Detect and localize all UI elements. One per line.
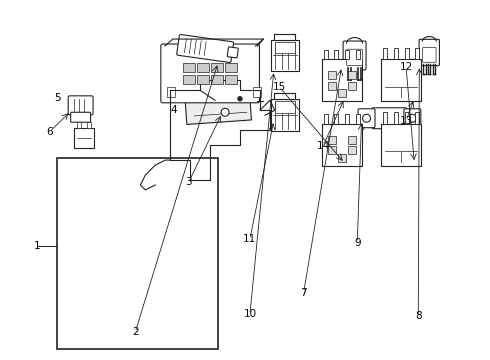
FancyBboxPatch shape <box>419 39 440 66</box>
Bar <box>253 87 262 97</box>
Bar <box>197 75 209 84</box>
Bar <box>394 112 398 124</box>
Circle shape <box>408 114 416 122</box>
Bar <box>225 75 237 84</box>
Bar <box>271 99 299 131</box>
FancyBboxPatch shape <box>404 109 421 128</box>
Text: 7: 7 <box>300 288 307 298</box>
Bar <box>225 63 237 72</box>
Bar <box>197 63 209 72</box>
FancyBboxPatch shape <box>68 96 93 115</box>
Bar <box>328 147 336 154</box>
Text: 2: 2 <box>132 327 139 337</box>
Text: 9: 9 <box>354 238 361 248</box>
Bar <box>356 114 360 124</box>
Text: 10: 10 <box>244 310 256 319</box>
Bar <box>76 122 81 128</box>
Bar <box>416 48 419 59</box>
Bar <box>347 82 356 90</box>
Bar <box>324 50 328 59</box>
Bar <box>324 114 328 124</box>
Text: 4: 4 <box>171 105 177 115</box>
Bar <box>382 124 421 166</box>
Bar <box>183 75 195 84</box>
Text: 5: 5 <box>54 93 60 103</box>
FancyBboxPatch shape <box>177 35 234 63</box>
Bar <box>347 147 356 154</box>
Bar <box>271 40 299 71</box>
FancyBboxPatch shape <box>71 112 91 122</box>
Bar <box>405 112 409 124</box>
FancyBboxPatch shape <box>227 47 238 58</box>
Bar <box>275 41 295 54</box>
Bar <box>356 50 360 59</box>
FancyBboxPatch shape <box>422 48 436 62</box>
Bar <box>382 59 421 101</box>
Bar <box>405 48 409 59</box>
Bar <box>211 63 223 72</box>
Bar <box>394 48 398 59</box>
Bar <box>328 136 336 144</box>
Circle shape <box>363 114 370 122</box>
Text: 8: 8 <box>415 311 421 321</box>
Bar <box>345 50 349 59</box>
Bar <box>322 124 362 166</box>
Bar <box>211 75 223 84</box>
Bar <box>334 114 338 124</box>
Bar <box>185 90 251 125</box>
Bar <box>275 101 295 113</box>
Text: 3: 3 <box>186 177 192 187</box>
Text: 6: 6 <box>47 127 53 136</box>
Bar <box>74 128 94 148</box>
Text: 13: 13 <box>399 116 413 126</box>
Bar <box>347 136 356 144</box>
Bar <box>334 50 338 59</box>
Circle shape <box>238 97 242 101</box>
FancyBboxPatch shape <box>372 108 407 129</box>
Bar <box>87 122 91 128</box>
Bar <box>338 154 345 162</box>
Circle shape <box>221 108 229 116</box>
FancyBboxPatch shape <box>161 44 259 103</box>
Bar <box>274 93 295 99</box>
Bar <box>328 82 336 90</box>
Bar <box>322 59 362 101</box>
Bar <box>345 114 349 124</box>
Bar <box>384 112 388 124</box>
Bar <box>347 71 356 79</box>
Bar <box>57 158 218 348</box>
Text: 14: 14 <box>317 141 330 151</box>
Bar <box>167 87 175 97</box>
FancyBboxPatch shape <box>346 49 363 66</box>
Bar <box>338 89 345 97</box>
Text: 12: 12 <box>399 62 413 72</box>
Bar <box>416 112 419 124</box>
Bar <box>384 48 388 59</box>
Bar <box>274 33 295 40</box>
Text: 15: 15 <box>272 82 286 92</box>
Text: 11: 11 <box>243 234 256 244</box>
Bar <box>183 63 195 72</box>
Bar <box>328 71 336 79</box>
FancyBboxPatch shape <box>358 109 375 128</box>
Text: 1: 1 <box>34 241 41 251</box>
FancyBboxPatch shape <box>343 41 366 70</box>
